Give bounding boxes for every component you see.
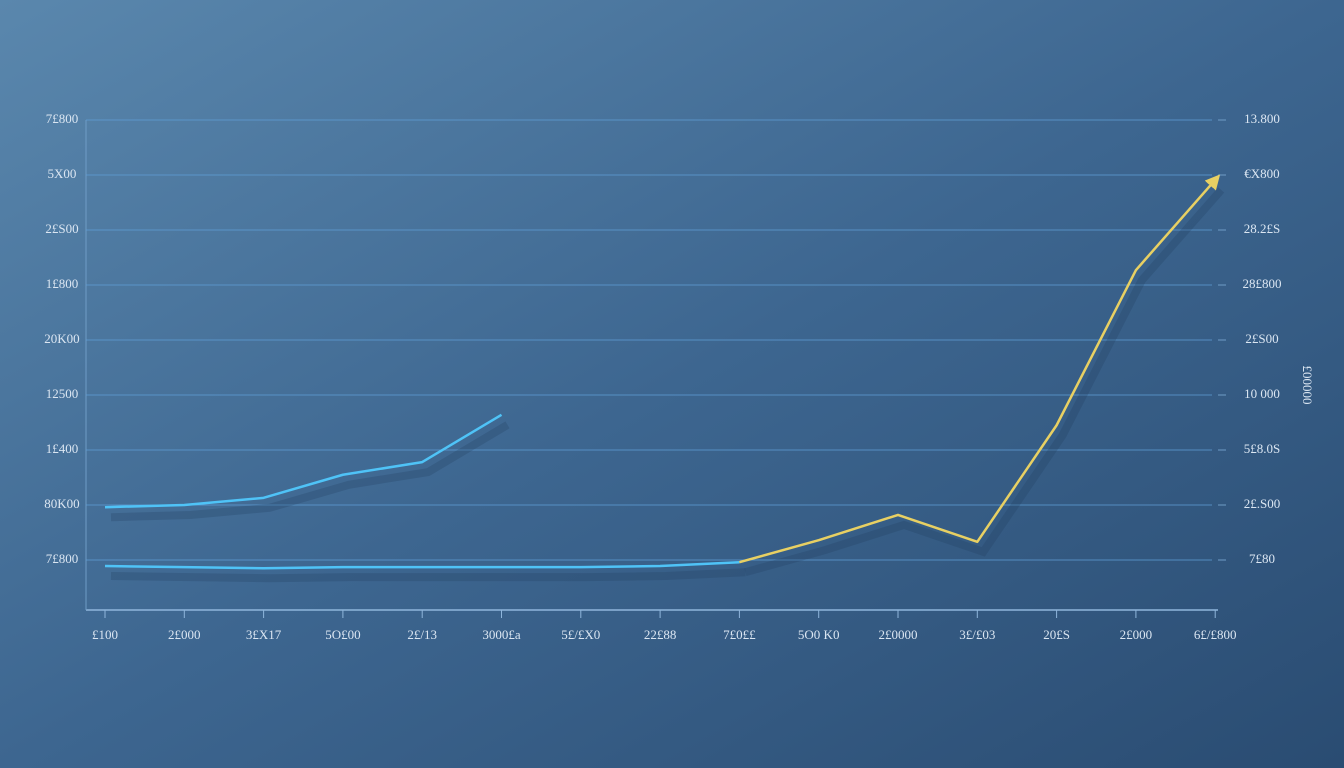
- x-tick-label: 7£0££: [723, 627, 756, 642]
- y-tick-label: 7£800: [46, 551, 79, 566]
- data-line: [104, 560, 740, 570]
- y-tick-label: 5X00: [48, 166, 77, 181]
- y2-tick-label: 28.2£S: [1244, 221, 1280, 236]
- y2-tick-label: 2£.S00: [1244, 496, 1280, 511]
- x-tick-label: 2£000: [168, 627, 201, 642]
- y2-tick-label: 5£8.0S: [1244, 441, 1280, 456]
- x-tick-label: 20£S: [1043, 627, 1070, 642]
- line-shadow: [110, 421, 510, 522]
- data-line: [104, 413, 503, 509]
- y2-axis-label: £00000: [1300, 366, 1315, 405]
- x-tick-label: 5£/£X0: [561, 627, 600, 642]
- x-tick-label: 2£0000: [879, 627, 918, 642]
- x-tick-label: 3£X17: [246, 627, 282, 642]
- y-tick-label: 7£800: [46, 111, 79, 126]
- y-tick-label: 2£S00: [45, 221, 78, 236]
- y-tick-label: 1£400: [46, 441, 79, 456]
- data-line: [739, 174, 1221, 564]
- y2-tick-label: 2£S00: [1245, 331, 1278, 346]
- x-tick-label: 3£/£03: [959, 627, 995, 642]
- y-tick-label: 80K00: [44, 496, 79, 511]
- x-tick-label: £100: [92, 627, 118, 642]
- y-tick-label: 12500: [46, 386, 79, 401]
- x-tick-label: 6£/£800: [1194, 627, 1237, 642]
- y2-tick-label: 28£800: [1243, 276, 1282, 291]
- y2-tick-label: 10 000: [1244, 386, 1280, 401]
- x-tick-label: 5O£00: [325, 627, 360, 642]
- x-tick-label: 22£88: [644, 627, 677, 642]
- y-tick-label: 1£800: [46, 276, 79, 291]
- line-shadow: [110, 568, 746, 583]
- x-tick-label: 2£/13: [407, 627, 437, 642]
- x-tick-label: 2£000: [1120, 627, 1153, 642]
- x-tick-label: 5O0 K0: [798, 627, 840, 642]
- y2-tick-label: 13.800: [1244, 111, 1280, 126]
- x-tick-label: 3000£a: [482, 627, 521, 642]
- y2-tick-label: €X800: [1244, 166, 1279, 181]
- line-shadow: [744, 187, 1225, 577]
- y-tick-label: 20K00: [44, 331, 79, 346]
- y2-tick-label: 7£80: [1249, 551, 1275, 566]
